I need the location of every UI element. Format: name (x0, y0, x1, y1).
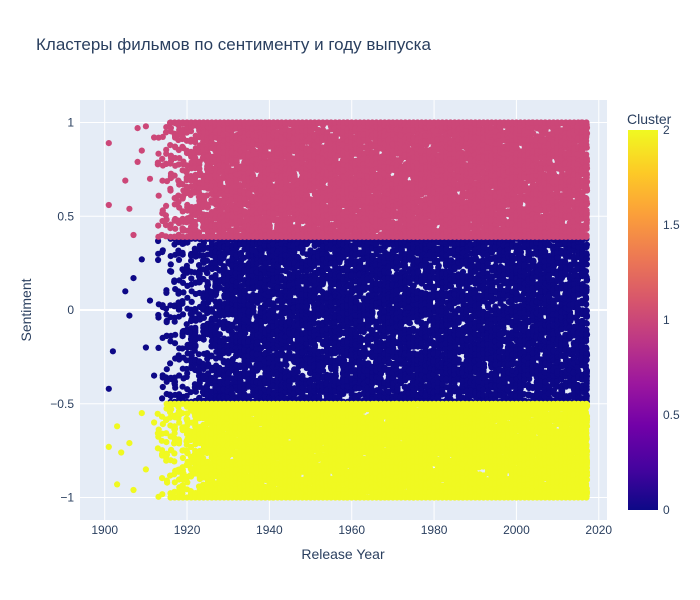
scatter-point-cluster-0 (410, 283, 416, 289)
scatter-point-cluster-0 (184, 374, 190, 380)
scatter-point-cluster-2 (130, 487, 136, 493)
scatter-point-cluster-0 (130, 275, 136, 281)
scatter-point-cluster-0 (172, 332, 178, 338)
scatter-point-cluster-0 (151, 373, 157, 379)
scatter-point-cluster-0 (172, 319, 178, 325)
scatter-point-cluster-2 (143, 466, 149, 472)
scatter-point-cluster-0 (179, 250, 185, 256)
scatter-point-cluster-0 (155, 257, 161, 263)
scatter-point-cluster-0 (295, 369, 301, 375)
scatter-point-cluster-0 (163, 290, 169, 296)
scatter-point-cluster-0 (189, 299, 195, 305)
scatter-point-cluster-2 (118, 449, 124, 455)
scatter-point-cluster-0 (196, 351, 202, 357)
scatter-point-cluster-0 (147, 298, 153, 304)
scatter-point-cluster-0 (168, 268, 174, 274)
scatter-point-cluster-0 (167, 360, 173, 366)
scatter-point-cluster-0 (122, 288, 128, 294)
scatter-point-cluster-0 (160, 384, 166, 390)
scatter-point-cluster-0 (180, 289, 186, 295)
scatter-point-cluster-0 (250, 308, 256, 314)
scatter-point-cluster-0 (295, 254, 301, 260)
scatter-point-cluster-2 (151, 419, 157, 425)
scatter-point-cluster-1 (122, 178, 128, 184)
scatter-point-cluster-0 (139, 256, 145, 262)
scatter-point-cluster-1 (126, 206, 132, 212)
scatter-point-cluster-0 (176, 257, 182, 263)
chart-title: Кластеры фильмов по сентименту и году вы… (36, 35, 431, 54)
scatter-point-cluster-1 (135, 125, 141, 131)
scatter-point-cluster-1 (106, 202, 112, 208)
scatter-point-cluster-0 (205, 279, 211, 285)
scatter-point-cluster-0 (188, 258, 194, 264)
scatter-point-cluster-0 (180, 333, 186, 339)
scatter-point-cluster-1 (155, 223, 161, 229)
scatter-point-cluster-2 (139, 410, 145, 416)
scatter-point-cluster-2 (106, 444, 112, 450)
scatter-point-cluster-0 (171, 380, 177, 386)
scatter-point-cluster-0 (155, 315, 161, 321)
scatter-point-cluster-0 (180, 311, 186, 317)
scatter-point-cluster-0 (164, 366, 170, 372)
scatter-point-cluster-0 (192, 326, 198, 332)
scatter-point-cluster-0 (172, 340, 178, 346)
scatter-point-cluster-1 (147, 176, 153, 182)
scatter-point-cluster-0 (299, 373, 305, 379)
scatter-point-cluster-0 (250, 372, 256, 378)
scatter-point-cluster-0 (159, 249, 165, 255)
scatter-point-cluster-1 (143, 123, 149, 129)
scatter-point-cluster-0 (168, 261, 174, 267)
scatter-point-cluster-0 (110, 348, 116, 354)
scatter-point-cluster-0 (407, 320, 413, 326)
scatter-point-cluster-0 (143, 344, 149, 350)
scatter-point-cluster-0 (126, 313, 132, 319)
scatter-point-cluster-0 (303, 304, 309, 310)
scatter-point-cluster-0 (106, 386, 112, 392)
scatter-point-cluster-1 (106, 140, 112, 146)
scatter-point-cluster-1 (135, 159, 141, 165)
scatter-point-cluster-1 (139, 148, 145, 154)
scatter-point-cluster-1 (130, 232, 136, 238)
scatter-point-cluster-2 (114, 481, 120, 487)
scatter-point-cluster-2 (114, 423, 120, 429)
scatter-point-cluster-0 (204, 270, 210, 276)
scatter-point-cluster-0 (155, 345, 161, 351)
scatter-point-cluster-0 (159, 395, 165, 401)
scatter-point-cluster-2 (126, 440, 132, 446)
